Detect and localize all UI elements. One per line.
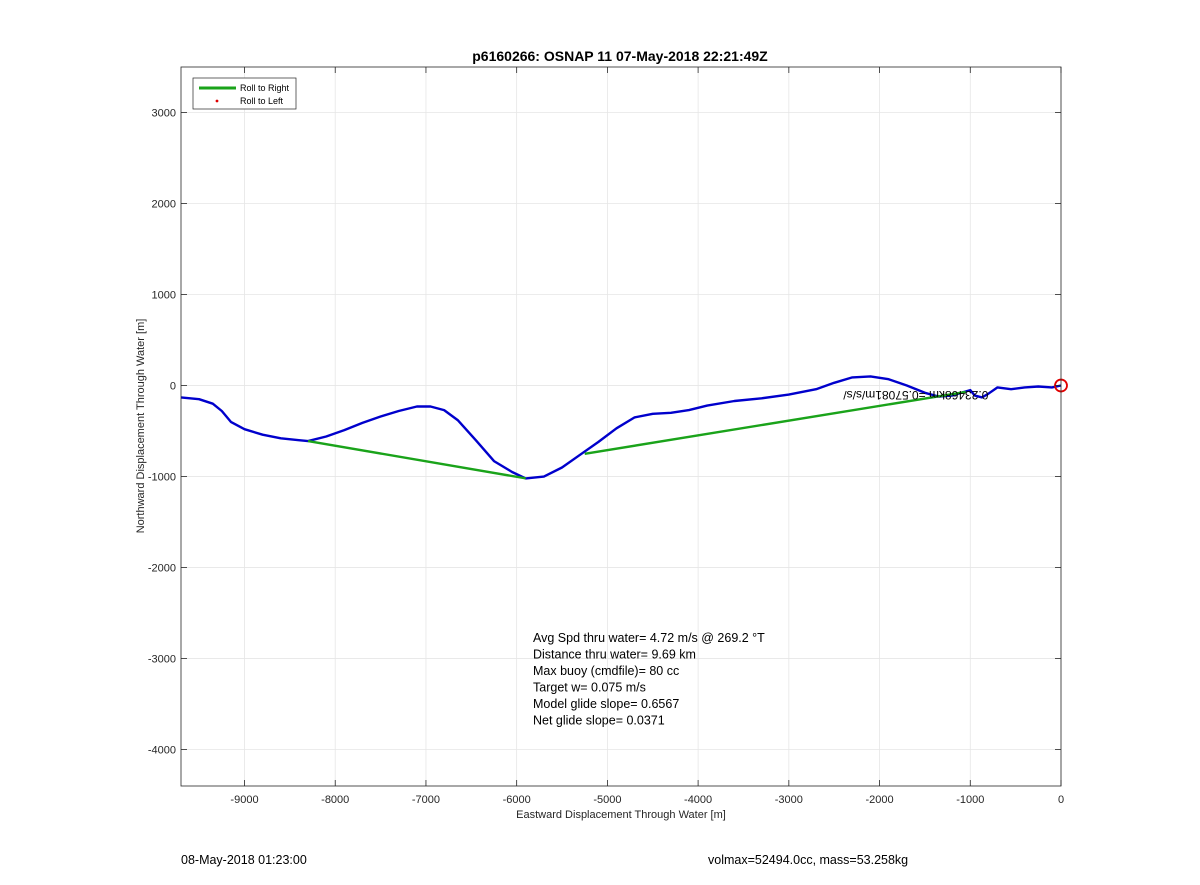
footer-volmax-mass: volmax=52494.0cc, mass=53.258kg <box>708 853 908 867</box>
y-tick-label: -2000 <box>148 563 176 575</box>
y-tick-label: -3000 <box>148 654 176 666</box>
y-tick-label: 1000 <box>152 290 176 302</box>
stats-line: Max buoy (cmdfile)= 80 cc <box>533 664 679 678</box>
y-tick-label: 0 <box>170 381 176 393</box>
footer-timestamp: 08-May-2018 01:23:00 <box>181 853 307 867</box>
y-tick-label: 3000 <box>152 108 176 120</box>
stats-line: Avg Spd thru water= 4.72 m/s @ 269.2 °T <box>533 631 765 645</box>
axis-ticks: -9000 -8000 -7000 -6000 -5000 -4000 -3000 -2000… <box>148 67 1064 806</box>
roll-right-segment <box>584 390 966 455</box>
y-axis-label: Northward Displacement Through Water [m] <box>135 319 147 534</box>
x-tick-label: -9000 <box>230 794 258 806</box>
flipped-distance-label: 0.23468km =0.57081m/s/s/ <box>843 388 989 402</box>
x-tick-label: -3000 <box>775 794 803 806</box>
x-tick-label: -4000 <box>684 794 712 806</box>
x-tick-label: -5000 <box>593 794 621 806</box>
stats-line: Distance thru water= 9.69 km <box>533 648 696 662</box>
x-axis-label: Eastward Displacement Through Water [m] <box>516 809 726 821</box>
legend: Roll to Right Roll to Left <box>192 77 297 110</box>
chart-title: p6160266: OSNAP 11 07-May-2018 22:21:49Z <box>472 48 768 64</box>
x-tick-label: 0 <box>1058 794 1064 806</box>
x-tick-label: -2000 <box>865 794 893 806</box>
legend-label-roll-right: Roll to Right <box>240 83 290 93</box>
x-tick-label: -8000 <box>321 794 349 806</box>
stats-line: Target w= 0.075 m/s <box>533 681 646 695</box>
stats-annotation: Avg Spd thru water= 4.72 m/s @ 269.2 °T D… <box>533 631 765 728</box>
legend-box <box>192 77 297 110</box>
legend-label-roll-left: Roll to Left <box>240 96 284 106</box>
stats-line: Model glide slope= 0.6567 <box>533 697 679 711</box>
series-layer <box>180 375 1062 480</box>
glider-track-line <box>180 375 1062 480</box>
legend-swatch-roll-left <box>215 99 219 103</box>
stats-line: Net glide slope= 0.0371 <box>533 714 665 728</box>
x-tick-label: -7000 <box>412 794 440 806</box>
y-tick-label: 2000 <box>152 199 176 211</box>
roll-right-segment <box>307 439 526 480</box>
x-tick-label: -1000 <box>956 794 984 806</box>
y-tick-label: -1000 <box>148 472 176 484</box>
y-tick-label: -4000 <box>148 745 176 757</box>
axes-frame <box>180 66 1062 787</box>
x-tick-label: -6000 <box>503 794 531 806</box>
